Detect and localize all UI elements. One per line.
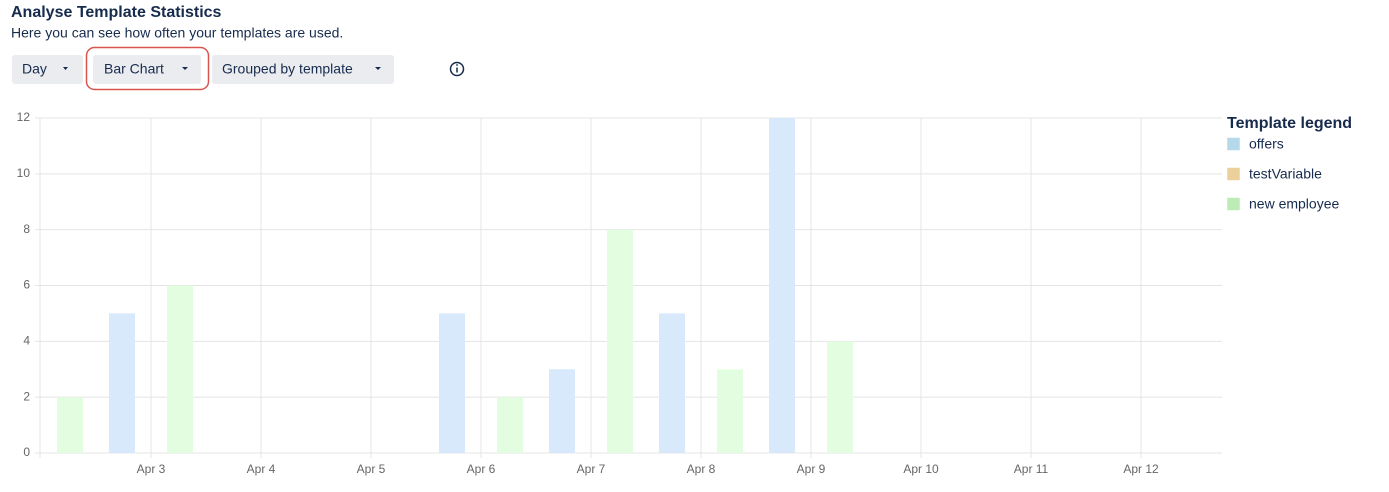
info-icon[interactable] <box>449 61 465 77</box>
bar <box>659 313 685 453</box>
button-bg <box>93 55 201 84</box>
bar <box>827 341 853 453</box>
x-tick-label: Apr 3 <box>137 462 166 476</box>
x-tick-label: Apr 8 <box>687 462 716 476</box>
button-label: Grouped by template <box>222 61 353 77</box>
caret <box>63 67 68 70</box>
period-dropdown[interactable]: Day <box>12 55 83 84</box>
y-tick-label: 4 <box>23 334 30 348</box>
legend-swatch <box>1227 197 1240 211</box>
y-tick-label: 6 <box>23 278 30 292</box>
bar <box>549 369 575 453</box>
caret <box>375 67 381 70</box>
bar <box>439 313 465 453</box>
page-subtitle: Here you can see how often your template… <box>11 25 343 41</box>
bar <box>769 118 795 453</box>
button-bg <box>212 55 394 84</box>
bar <box>167 285 193 453</box>
x-tick-label: Apr 11 <box>1014 462 1049 476</box>
legend-label: offers <box>1249 136 1284 152</box>
info-circle <box>449 61 465 77</box>
caret <box>182 67 188 70</box>
bar <box>607 229 633 453</box>
y-tick-label: 8 <box>23 222 30 236</box>
legend-label: new employee <box>1249 196 1339 212</box>
grouping-dropdown[interactable]: Grouped by template <box>212 55 394 84</box>
legend-title: Template legend <box>1227 115 1352 132</box>
page-title: Analyse Template Statistics <box>11 4 222 21</box>
y-tick-label: 0 <box>23 445 30 459</box>
x-tick-label: Apr 6 <box>467 462 496 476</box>
x-tick-label: Apr 5 <box>357 462 386 476</box>
x-tick-label: Apr 7 <box>577 462 606 476</box>
bar <box>717 369 743 453</box>
x-tick-label: Apr 9 <box>797 462 826 476</box>
highlight <box>85 46 210 91</box>
legend-swatch <box>1227 137 1240 151</box>
bar <box>109 313 135 453</box>
y-tick-label: 2 <box>23 389 30 403</box>
button-label: Bar Chart <box>104 61 164 77</box>
info-dot <box>456 64 458 66</box>
y-tick-label: 12 <box>17 110 31 124</box>
button-bg <box>12 55 83 84</box>
chart-type-dropdown[interactable]: Bar Chart <box>93 55 201 84</box>
x-tick-label: Apr 4 <box>247 462 276 476</box>
legend-label: testVariable <box>1249 166 1322 182</box>
bar <box>57 397 83 453</box>
bar <box>497 397 523 453</box>
x-tick-label: Apr 10 <box>903 462 939 476</box>
x-tick-label: Apr 12 <box>1123 462 1159 476</box>
y-tick-label: 10 <box>17 166 31 180</box>
legend-swatch <box>1227 167 1240 181</box>
button-label: Day <box>22 61 47 77</box>
